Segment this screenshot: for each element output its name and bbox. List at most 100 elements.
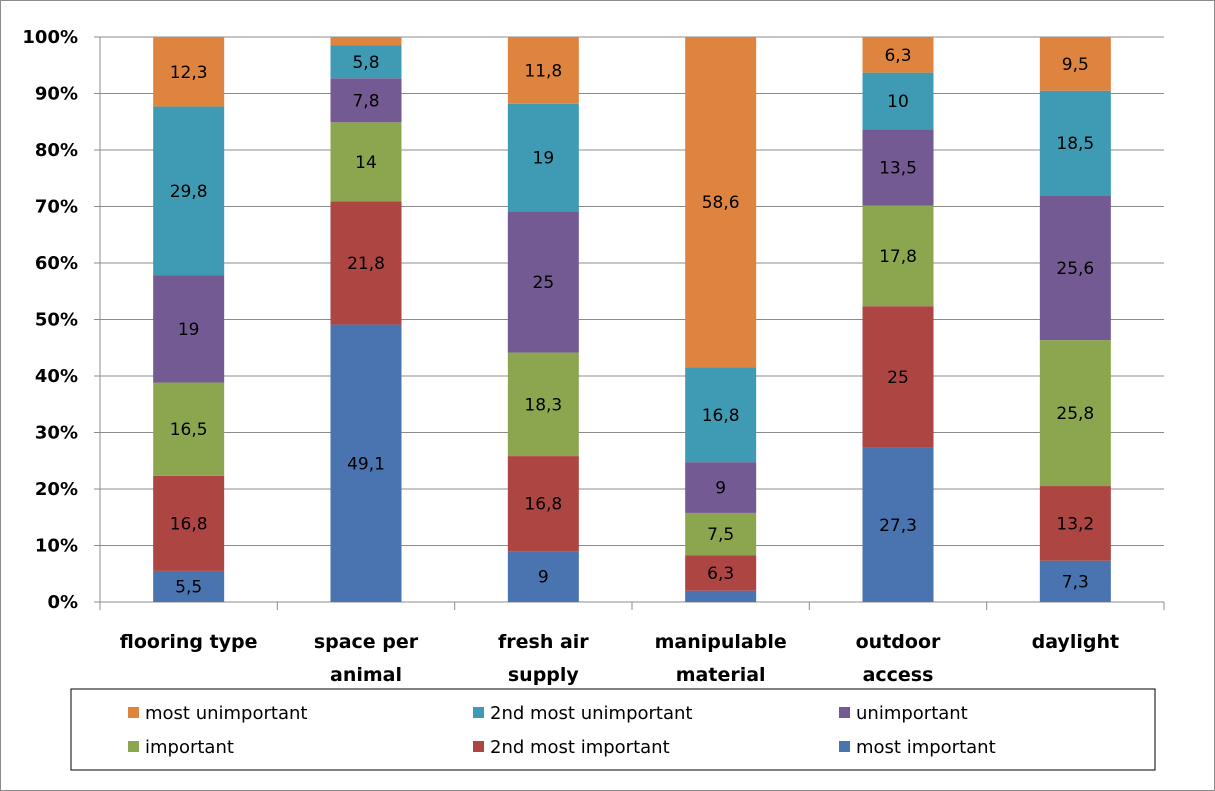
legend-swatch [473, 707, 484, 718]
data-label: 58,6 [702, 193, 740, 213]
data-label: 16,5 [170, 420, 208, 440]
data-label: 6,3 [884, 46, 911, 66]
bar-segment [1039, 90, 1111, 196]
x-category-label: access [863, 664, 934, 686]
y-tick-label: 50% [35, 310, 78, 331]
x-category-label: material [676, 664, 766, 686]
bar-segment [862, 306, 934, 448]
legend-label: most important [856, 737, 996, 758]
y-tick-label: 80% [35, 140, 78, 161]
bar-segment [685, 590, 757, 602]
legend-label: most unimportant [145, 703, 307, 724]
x-category-label: fresh air [498, 631, 589, 653]
data-label: 25 [887, 368, 909, 388]
data-label: 6,3 [707, 564, 734, 584]
y-tick-label: 30% [35, 423, 78, 444]
data-label: 10 [887, 92, 909, 112]
bar-segment [862, 37, 934, 73]
bar-segment [330, 122, 402, 202]
data-label: 12,3 [170, 63, 208, 83]
data-label: 25,6 [1056, 259, 1094, 279]
data-label: 14 [355, 153, 377, 173]
bar-segment [685, 37, 757, 368]
data-label: 5,5 [175, 577, 202, 597]
data-label: 9 [538, 568, 549, 588]
bar-segment [330, 324, 402, 602]
data-label: 25,8 [1056, 404, 1094, 424]
bar-segment [153, 275, 225, 383]
bar-segment [507, 103, 579, 212]
data-label: 7,3 [1062, 572, 1089, 592]
bar-segment [330, 37, 402, 46]
data-label: 29,8 [170, 182, 208, 202]
bar-segment [1039, 37, 1111, 91]
data-label: 18,3 [524, 395, 562, 415]
legend-label: unimportant [856, 703, 968, 724]
bar-segment [1039, 560, 1111, 602]
data-label: 27,3 [879, 516, 917, 536]
data-label: 7,5 [707, 525, 734, 545]
bar-segment [153, 37, 225, 107]
data-label: 16,8 [702, 406, 740, 426]
bar-segment [685, 367, 757, 463]
legend-swatch [473, 741, 484, 752]
y-tick-label: 70% [35, 197, 78, 218]
legend-label: important [145, 737, 234, 758]
bar-segment [330, 45, 402, 79]
x-category-label: outdoor [856, 631, 941, 653]
bar-segment [507, 551, 579, 602]
x-category-label: daylight [1032, 631, 1119, 653]
bar-segment [862, 72, 934, 130]
y-tick-label: 0% [47, 592, 78, 613]
bar-segment [507, 456, 579, 552]
legend-swatch [128, 741, 139, 752]
data-label: 18,5 [1056, 134, 1094, 154]
data-label: 19 [178, 320, 200, 340]
data-label: 25 [533, 273, 555, 293]
bar-segment [153, 475, 225, 571]
data-label: 16,8 [170, 514, 208, 534]
data-label: 11,8 [524, 61, 562, 81]
y-tick-label: 100% [22, 27, 78, 48]
bar-segment [507, 211, 579, 353]
x-category-label: manipulable [655, 631, 787, 653]
y-tick-label: 40% [35, 366, 78, 387]
data-label: 5,8 [352, 53, 379, 73]
bar-segment [153, 570, 225, 602]
x-category-label: space per [314, 631, 419, 653]
bar-segment [685, 555, 757, 591]
data-label: 49,1 [347, 454, 385, 474]
bar-segment [330, 78, 402, 123]
data-label: 19 [533, 148, 555, 168]
bar-segment [153, 106, 225, 276]
y-tick-label: 60% [35, 253, 78, 274]
bar-segment [153, 382, 225, 476]
bar-segment [862, 447, 934, 602]
legend-label: 2nd most important [490, 737, 670, 758]
x-category-label: supply [508, 664, 580, 686]
legend-swatch [839, 707, 850, 718]
bar-segment [862, 129, 934, 206]
bar-segment [1039, 486, 1111, 561]
legend-swatch [128, 707, 139, 718]
bar-segment [1039, 195, 1111, 341]
data-label: 9 [715, 479, 726, 499]
data-label: 21,8 [347, 254, 385, 274]
data-label: 9,5 [1062, 55, 1089, 75]
data-label: 13,2 [1056, 514, 1094, 534]
bar-segment [685, 512, 757, 556]
bar-segment [507, 37, 579, 104]
data-label: 13,5 [879, 158, 917, 178]
data-label: 17,8 [879, 247, 917, 267]
legend-box [70, 688, 1156, 771]
bar-segment [330, 201, 402, 325]
bar-segment [507, 352, 579, 457]
bar-segment [862, 205, 934, 307]
y-tick-label: 90% [35, 84, 78, 105]
y-tick-label: 20% [35, 479, 78, 500]
data-label: 7,8 [352, 91, 379, 111]
data-label: 16,8 [524, 495, 562, 515]
legend-label: 2nd most unimportant [490, 703, 692, 724]
legend-swatch [839, 741, 850, 752]
